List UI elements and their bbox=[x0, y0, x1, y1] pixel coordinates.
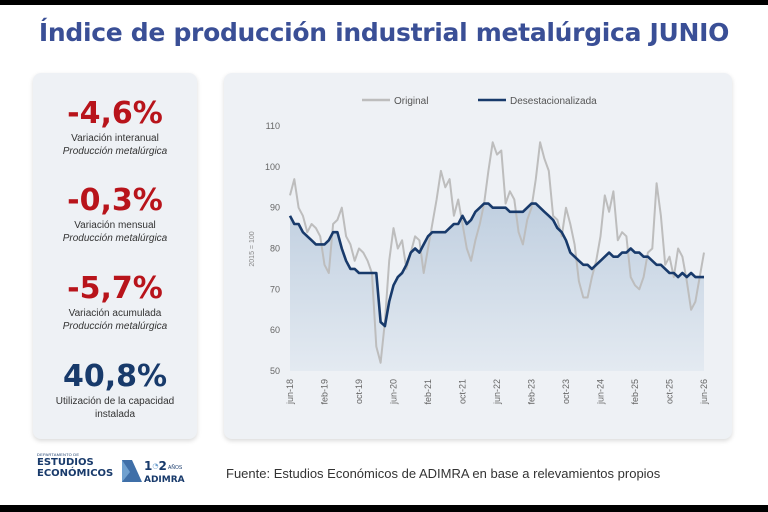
x-tick-label: oct-19 bbox=[354, 379, 364, 404]
chart-panel: Original Desestacionalizada 2015 = 100 5… bbox=[224, 73, 732, 439]
series-line-original bbox=[289, 141, 705, 364]
adimra-years-number: 1◔2 bbox=[144, 459, 167, 473]
x-tick-label: jun-22 bbox=[492, 379, 502, 405]
dept-line-1: ESTUDIOS bbox=[37, 457, 94, 468]
chart-series bbox=[288, 141, 705, 371]
x-tick-label: feb-25 bbox=[630, 379, 640, 405]
stat-sublabel: instalada bbox=[94, 409, 136, 420]
y-tick-label: 60 bbox=[270, 325, 280, 335]
adimra-anos-label: AÑOS bbox=[168, 464, 183, 471]
stat-monthly: -0,3% Variación mensual Producción metal… bbox=[33, 184, 197, 245]
stat-value: -0,3% bbox=[67, 183, 163, 218]
bottom-black-band bbox=[0, 505, 768, 512]
x-tick-label: oct-25 bbox=[665, 379, 675, 404]
stat-sublabel: Producción metalúrgica bbox=[62, 321, 168, 332]
adimra-logo: 1◔2 AÑOS ADIMRA bbox=[122, 459, 185, 485]
adimra-mark-icon bbox=[122, 460, 142, 482]
stat-label: Utilización de la capacidad bbox=[55, 396, 175, 407]
x-tick-label: oct-21 bbox=[458, 379, 468, 404]
stat-label: Variación mensual bbox=[74, 220, 156, 231]
y-tick-label: 90 bbox=[270, 203, 280, 213]
stat-sublabel: Producción metalúrgica bbox=[62, 233, 168, 244]
x-tick-label: oct-23 bbox=[561, 379, 571, 404]
stat-value: -5,7% bbox=[67, 271, 163, 306]
top-black-band bbox=[0, 0, 768, 5]
stat-accumulated: -5,7% Variación acumulada Producción met… bbox=[33, 272, 197, 333]
stat-label: Variación interanual bbox=[71, 133, 159, 144]
stats-panel: -4,6% Variación interanual Producción me… bbox=[33, 73, 197, 439]
adimra-name: ADIMRA bbox=[144, 475, 185, 485]
line-chart: Original Desestacionalizada 2015 = 100 5… bbox=[249, 96, 709, 405]
y-tick-label: 70 bbox=[270, 284, 280, 294]
x-tick-label: jun-24 bbox=[596, 379, 606, 405]
seasonal-area-fill bbox=[290, 203, 704, 371]
x-axis: jun-18 feb-19 oct-19 jun-20 feb-21 oct-21 jun-… bbox=[285, 379, 709, 405]
x-tick-label: feb-21 bbox=[423, 379, 433, 405]
legend-original-label: Original bbox=[394, 96, 428, 107]
dept-small-label: DEPARTAMENTO DE bbox=[37, 452, 80, 457]
stat-label: Variación acumulada bbox=[68, 308, 162, 319]
page-title: Índice de producción industrial metalúrg… bbox=[38, 18, 730, 47]
stat-value: 40,8% bbox=[62, 359, 168, 394]
legend-seasonal-label: Desestacionalizada bbox=[510, 96, 597, 107]
x-tick-label: jun-18 bbox=[285, 379, 295, 405]
y-tick-label: 110 bbox=[266, 121, 280, 131]
series-line-desestacionalizada bbox=[288, 202, 704, 328]
x-tick-label: jun-26 bbox=[699, 379, 709, 405]
y-tick-label: 100 bbox=[265, 162, 280, 172]
y-axis-label: 2015 = 100 bbox=[249, 231, 256, 266]
stat-sublabel: Producción metalúrgica bbox=[62, 146, 168, 157]
chart-legend: Original Desestacionalizada bbox=[362, 96, 597, 107]
stat-value: -4,6% bbox=[67, 96, 163, 131]
x-tick-label: feb-23 bbox=[527, 379, 537, 405]
dept-line-2: ECONÓMICOS bbox=[37, 468, 114, 479]
stat-interannual: -4,6% Variación interanual Producción me… bbox=[33, 97, 197, 158]
y-axis: 50 60 70 80 90 100 110 bbox=[265, 121, 280, 376]
stat-capacity: 40,8% Utilización de la capacidad instal… bbox=[33, 360, 197, 421]
estudios-economicos-logo: DEPARTAMENTO DE ESTUDIOS ECONÓMICOS bbox=[37, 452, 113, 479]
source-note: Fuente: Estudios Económicos de ADIMRA en… bbox=[226, 466, 661, 481]
x-tick-label: feb-19 bbox=[320, 379, 330, 405]
y-tick-label: 80 bbox=[270, 244, 280, 254]
y-tick-label: 50 bbox=[270, 366, 280, 376]
x-tick-label: jun-20 bbox=[389, 379, 399, 405]
